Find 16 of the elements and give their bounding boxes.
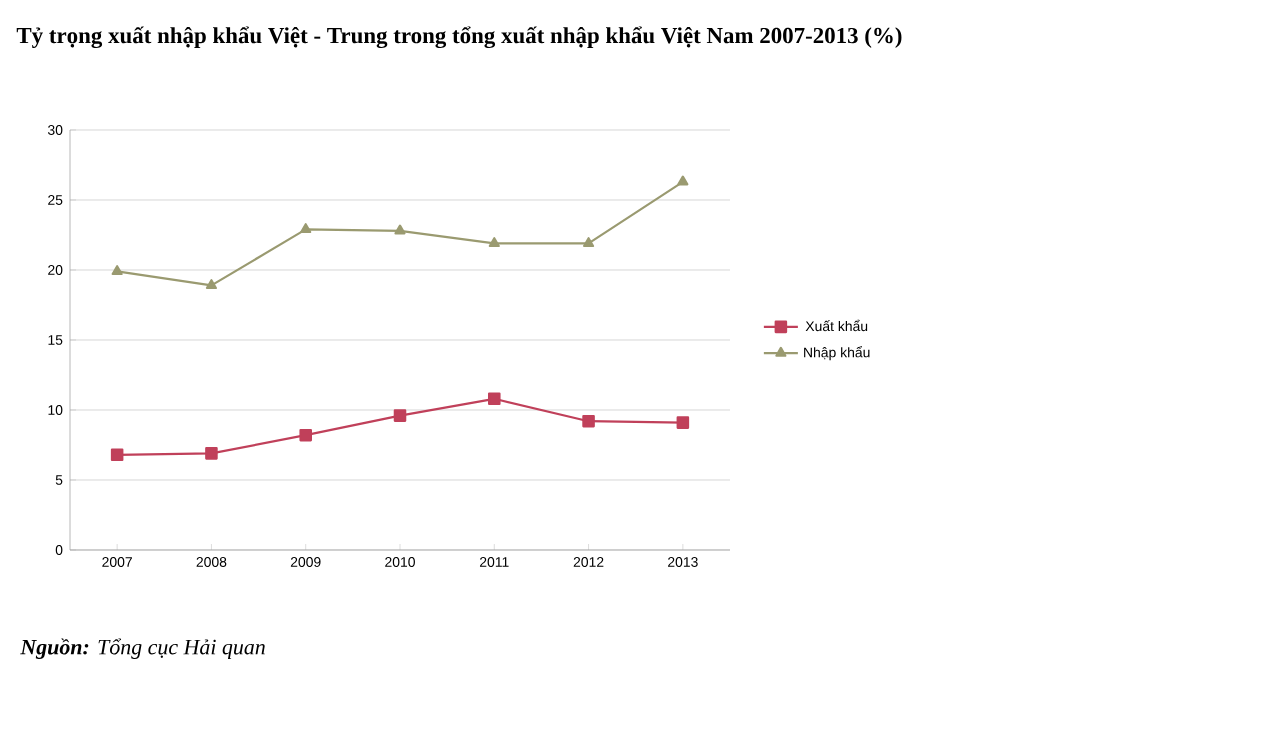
point	[300, 223, 312, 234]
point	[205, 279, 218, 290]
point	[488, 237, 500, 248]
text: Nguồn: Tổng cục Hải quan	[20, 638, 265, 659]
point	[205, 447, 218, 460]
point	[677, 175, 689, 186]
point	[393, 409, 407, 422]
chart-title: Tỷ trọng xuất nhập khẩu Việt - Trung trong tổng xuất nhập khẩu Việt Nam 2007-2013 (%)	[16, 26, 902, 49]
point	[676, 416, 690, 429]
point	[111, 265, 123, 276]
point	[299, 428, 312, 442]
point	[110, 448, 124, 462]
point	[394, 224, 406, 235]
point	[582, 414, 595, 428]
point	[488, 392, 501, 406]
point	[582, 237, 595, 248]
